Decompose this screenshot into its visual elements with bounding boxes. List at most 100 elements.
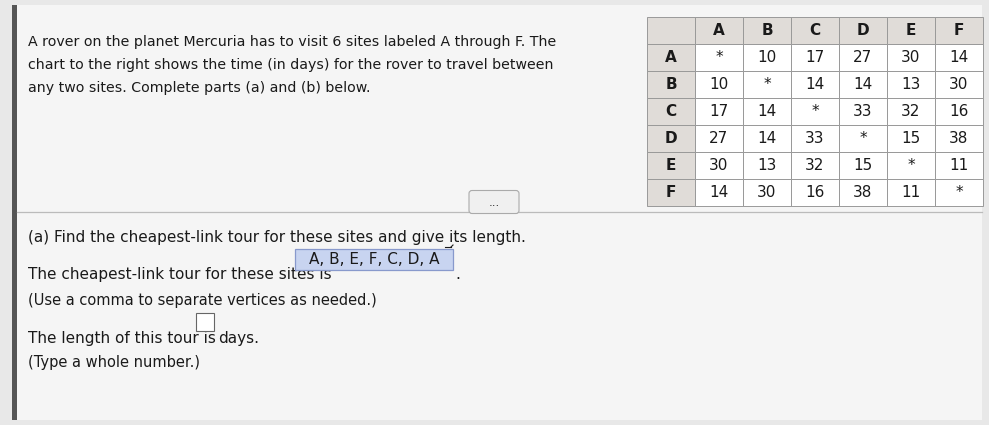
Bar xyxy=(743,125,791,152)
Text: 13: 13 xyxy=(758,158,776,173)
Bar xyxy=(647,44,695,71)
Bar xyxy=(839,179,887,206)
Text: *: * xyxy=(715,50,723,65)
Bar xyxy=(743,71,791,98)
Text: The cheapest-link tour for these sites is: The cheapest-link tour for these sites i… xyxy=(28,267,336,282)
Text: *: * xyxy=(859,131,866,146)
Bar xyxy=(743,98,791,125)
Bar xyxy=(695,152,743,179)
Bar xyxy=(695,125,743,152)
Text: 30: 30 xyxy=(758,185,776,200)
Text: chart to the right shows the time (in days) for the rover to travel between: chart to the right shows the time (in da… xyxy=(28,58,554,72)
Bar xyxy=(647,152,695,179)
Bar xyxy=(839,152,887,179)
Bar xyxy=(935,44,983,71)
Text: 32: 32 xyxy=(805,158,825,173)
Bar xyxy=(647,179,695,206)
Text: D: D xyxy=(665,131,677,146)
Bar xyxy=(791,71,839,98)
Bar xyxy=(695,98,743,125)
Text: (Type a whole number.): (Type a whole number.) xyxy=(28,355,200,370)
Text: 15: 15 xyxy=(901,131,921,146)
Text: 30: 30 xyxy=(709,158,729,173)
Text: 32: 32 xyxy=(901,104,921,119)
Bar xyxy=(839,71,887,98)
Text: 11: 11 xyxy=(949,158,968,173)
Bar xyxy=(887,17,935,44)
Text: 10: 10 xyxy=(758,50,776,65)
Text: 38: 38 xyxy=(949,131,968,146)
Text: 17: 17 xyxy=(805,50,825,65)
Text: days.: days. xyxy=(218,331,259,346)
Text: B: B xyxy=(762,23,772,38)
Bar xyxy=(695,71,743,98)
Bar xyxy=(839,44,887,71)
Bar xyxy=(839,125,887,152)
Text: (Use a comma to separate vertices as needed.): (Use a comma to separate vertices as nee… xyxy=(28,293,377,308)
Text: 15: 15 xyxy=(854,158,872,173)
Text: 13: 13 xyxy=(901,77,921,92)
Bar xyxy=(743,179,791,206)
Bar xyxy=(791,179,839,206)
Bar xyxy=(935,152,983,179)
Bar xyxy=(887,125,935,152)
Text: 14: 14 xyxy=(709,185,729,200)
Bar xyxy=(695,179,743,206)
Text: A: A xyxy=(713,23,725,38)
Text: A rover on the planet Mercuria has to visit 6 sites labeled A through F. The: A rover on the planet Mercuria has to vi… xyxy=(28,35,556,49)
Bar xyxy=(935,125,983,152)
Bar xyxy=(743,152,791,179)
Bar xyxy=(12,5,17,420)
Text: ...: ... xyxy=(489,196,499,209)
Text: 33: 33 xyxy=(854,104,872,119)
Text: D: D xyxy=(856,23,869,38)
Text: 27: 27 xyxy=(709,131,729,146)
Text: 27: 27 xyxy=(854,50,872,65)
Text: 14: 14 xyxy=(758,131,776,146)
Text: *: * xyxy=(764,77,770,92)
Bar xyxy=(647,125,695,152)
Bar xyxy=(887,71,935,98)
Bar xyxy=(695,17,743,44)
Text: C: C xyxy=(666,104,676,119)
Bar xyxy=(935,179,983,206)
Text: 16: 16 xyxy=(949,104,968,119)
FancyBboxPatch shape xyxy=(469,190,519,213)
Text: B: B xyxy=(666,77,676,92)
Bar xyxy=(935,71,983,98)
Bar xyxy=(839,17,887,44)
Bar xyxy=(935,98,983,125)
Text: (a) Find the cheapest-link tour for these sites and give its length.: (a) Find the cheapest-link tour for thes… xyxy=(28,230,526,245)
Text: A: A xyxy=(666,50,676,65)
Bar xyxy=(196,313,214,331)
Bar xyxy=(887,152,935,179)
Bar xyxy=(695,44,743,71)
Bar xyxy=(935,17,983,44)
Bar xyxy=(295,249,453,270)
Text: 33: 33 xyxy=(805,131,825,146)
Text: 38: 38 xyxy=(854,185,872,200)
Bar xyxy=(887,179,935,206)
Bar xyxy=(647,98,695,125)
Bar xyxy=(743,44,791,71)
Text: 14: 14 xyxy=(949,50,968,65)
Text: F: F xyxy=(666,185,676,200)
Bar xyxy=(647,17,695,44)
Bar xyxy=(743,17,791,44)
Text: E: E xyxy=(906,23,916,38)
Text: any two sites. Complete parts (a) and (b) below.: any two sites. Complete parts (a) and (b… xyxy=(28,81,371,95)
Bar xyxy=(791,98,839,125)
Text: *: * xyxy=(907,158,915,173)
Bar xyxy=(791,152,839,179)
Text: F: F xyxy=(953,23,964,38)
Bar xyxy=(887,98,935,125)
Bar xyxy=(839,98,887,125)
Text: E: E xyxy=(666,158,676,173)
Text: 11: 11 xyxy=(901,185,921,200)
Text: *: * xyxy=(955,185,963,200)
Text: 30: 30 xyxy=(949,77,968,92)
Text: *: * xyxy=(811,104,819,119)
Text: The length of this tour is: The length of this tour is xyxy=(28,331,221,346)
Text: .: . xyxy=(455,267,460,282)
Text: 14: 14 xyxy=(758,104,776,119)
